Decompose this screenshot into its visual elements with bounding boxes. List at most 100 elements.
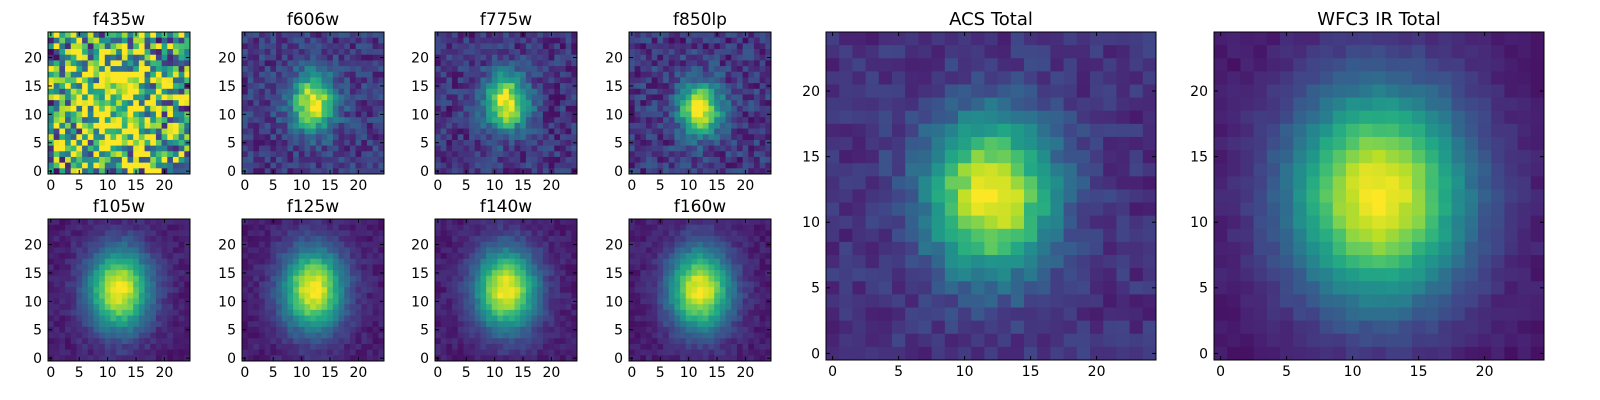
heatmap-cell [270, 275, 277, 282]
heatmap-cell [304, 162, 311, 169]
heatmap-cell [121, 236, 129, 243]
heatmap-cell [133, 139, 140, 147]
heatmap-cell [931, 123, 946, 138]
heatmap-cell [172, 230, 180, 237]
heatmap-cell [253, 32, 260, 39]
heatmap-cell [270, 43, 277, 50]
heatmap-cell [172, 32, 180, 39]
heatmap-cell [691, 49, 698, 56]
heatmap-cell [685, 60, 692, 67]
heatmap-cell [1398, 189, 1413, 204]
heatmap-cell [321, 77, 328, 84]
heatmap-cell [852, 268, 867, 282]
heatmap-cell [731, 60, 738, 67]
heatmap-cell [310, 100, 317, 107]
heatmap-cell [298, 105, 305, 113]
heatmap-cell [469, 83, 476, 90]
heatmap-cell [121, 117, 129, 124]
heatmap-cell [657, 151, 664, 158]
heatmap-cell [344, 117, 351, 124]
heatmap-cell [565, 156, 572, 164]
heatmap-cell [82, 355, 89, 362]
heatmap-cell [321, 128, 328, 135]
heatmap-cell [355, 105, 362, 113]
heatmap-cell [1010, 123, 1025, 138]
heatmap-cell [99, 37, 106, 44]
heatmap-cell [264, 292, 271, 300]
heatmap-cell [571, 151, 578, 158]
heatmap-cell [349, 94, 357, 101]
heatmap-cell [59, 117, 66, 124]
x-tick-label: 15 [708, 178, 726, 194]
heatmap-cell [1425, 176, 1439, 190]
heatmap-cell [87, 287, 94, 294]
heatmap-cell [984, 123, 999, 138]
heatmap-cell [1504, 176, 1519, 190]
heatmap-cell [366, 139, 374, 147]
heatmap-cell [155, 338, 163, 345]
heatmap-cell [1438, 189, 1453, 204]
heatmap-cell [1142, 45, 1157, 59]
heatmap-cell [287, 88, 294, 95]
heatmap-cell [184, 349, 191, 356]
heatmap-cell [121, 134, 129, 141]
heatmap-cell [839, 268, 853, 282]
heatmap-cell [634, 43, 641, 50]
heatmap-cell [839, 32, 853, 46]
heatmap-cell [1398, 346, 1413, 361]
heatmap-cell [253, 111, 260, 118]
heatmap-cell [253, 37, 260, 44]
heatmap-cell [508, 139, 516, 147]
heatmap-cell [99, 338, 106, 345]
heatmap-cell [253, 83, 260, 90]
heatmap-cell [1253, 176, 1268, 190]
heatmap-cell [53, 122, 60, 130]
heatmap-cell [259, 66, 266, 73]
heatmap-cell [48, 100, 55, 107]
heatmap-cell [1412, 307, 1426, 322]
heatmap-cell [133, 105, 140, 113]
heatmap-cell [719, 168, 727, 175]
heatmap-cell [865, 58, 880, 72]
heatmap-cell [99, 304, 106, 311]
heatmap-cell [287, 77, 294, 84]
heatmap-cell [491, 117, 498, 124]
heatmap-cell [184, 117, 191, 124]
x-tick-label: 15 [514, 178, 532, 194]
heatmap-cell [1116, 163, 1131, 177]
heatmap-cell [310, 43, 317, 50]
heatmap-cell [826, 294, 840, 309]
heatmap-cell [116, 83, 123, 90]
heatmap-cell [355, 241, 362, 248]
heatmap-cell [361, 270, 368, 277]
heatmap-cell [355, 258, 362, 265]
heatmap-cell [1010, 202, 1025, 217]
heatmap-cell [372, 43, 379, 50]
heatmap-cell [310, 224, 317, 231]
heatmap-cell [104, 247, 111, 254]
heatmap-cell [646, 145, 653, 152]
heatmap-cell [144, 236, 151, 243]
heatmap-cell [372, 236, 379, 243]
heatmap-cell [668, 66, 675, 73]
heatmap-cell [144, 128, 151, 135]
heatmap-cell [104, 326, 111, 334]
heatmap-cell [731, 139, 738, 147]
heatmap-cell [514, 122, 521, 130]
heatmap-cell [281, 71, 288, 78]
heatmap-cell [514, 139, 521, 147]
heatmap-cell [59, 71, 66, 78]
heatmap-cell [1076, 71, 1091, 85]
heatmap-cell [640, 43, 647, 50]
heatmap-cell [1024, 202, 1038, 217]
heatmap-cell [1385, 307, 1400, 322]
heatmap-cell [668, 151, 675, 158]
heatmap-cell [657, 139, 664, 147]
heatmap-cell [680, 156, 687, 164]
heatmap-cell [1142, 58, 1157, 72]
heatmap-cell [270, 270, 277, 277]
heatmap-cell [144, 241, 151, 248]
heatmap-cell [1090, 123, 1104, 138]
heatmap-cell [1214, 268, 1228, 282]
heatmap-cell [281, 247, 288, 254]
